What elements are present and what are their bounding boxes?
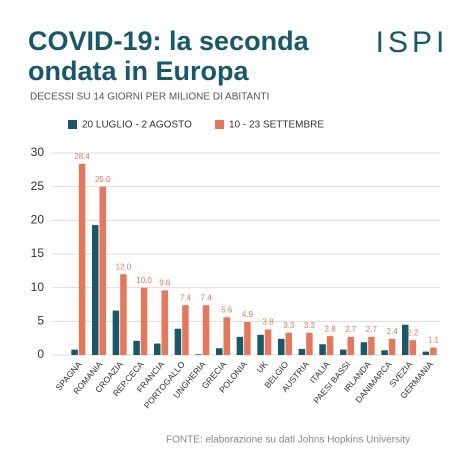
logo: ISPI <box>376 26 449 59</box>
value-label: 28.4 <box>74 152 90 161</box>
bar <box>402 324 409 355</box>
value-label: 9.6 <box>159 278 171 287</box>
bar <box>161 290 168 355</box>
legend-label: 20 LUGLIO - 2 AGOSTO <box>82 120 192 131</box>
legend-swatch <box>215 120 224 129</box>
value-label: 2.7 <box>366 325 378 334</box>
bar <box>71 349 78 355</box>
bar <box>244 322 251 355</box>
bar <box>120 274 127 355</box>
bar <box>340 349 347 355</box>
bar <box>306 332 313 355</box>
bar <box>216 348 223 355</box>
bar <box>422 351 430 355</box>
y-tick-label: 5 <box>37 314 44 328</box>
bar <box>360 342 368 355</box>
bar <box>78 163 86 355</box>
x-tick-label: UK <box>254 359 269 375</box>
bar <box>154 343 161 355</box>
y-tick-label: 10 <box>31 280 45 294</box>
bar <box>285 332 292 355</box>
bar <box>223 317 230 355</box>
bar <box>381 350 388 355</box>
bar <box>409 340 416 355</box>
bar <box>195 354 202 355</box>
y-tick-label: 25 <box>31 179 45 193</box>
value-label: 7.4 <box>180 293 192 302</box>
value-label: 10.0 <box>136 276 152 285</box>
value-label: 3.3 <box>304 321 316 330</box>
value-label: 2.8 <box>325 324 337 333</box>
bar <box>264 329 272 355</box>
bar <box>92 225 99 355</box>
bar <box>319 344 326 355</box>
value-label: 4.9 <box>242 310 254 319</box>
bar <box>112 310 120 355</box>
bar <box>257 334 264 355</box>
bar <box>278 338 285 355</box>
bar <box>326 336 334 355</box>
bar <box>174 328 182 355</box>
y-tick-label: 30 <box>31 145 45 159</box>
value-label: 2.4 <box>387 327 399 336</box>
y-tick-label: 20 <box>31 213 45 227</box>
value-label: 12.0 <box>116 262 132 271</box>
y-tick-label: 0 <box>37 347 44 361</box>
bar <box>140 287 148 355</box>
bar <box>368 336 375 355</box>
bar <box>182 305 189 355</box>
legend-swatch <box>68 120 77 129</box>
bar <box>347 336 354 355</box>
chart-title: COVID-19: la seconda ondata in Europa <box>28 26 309 86</box>
value-label: 3.3 <box>283 321 295 330</box>
value-label: 1.1 <box>428 336 440 345</box>
bar <box>388 338 396 355</box>
legend-label: 10 - 23 SETTEMBRE <box>229 120 324 131</box>
bar <box>236 336 244 355</box>
value-label: 25.0 <box>95 175 111 184</box>
bar <box>202 305 210 355</box>
value-label: 3.8 <box>263 318 275 327</box>
bar <box>99 186 106 355</box>
bar <box>133 340 140 355</box>
subtitle: DECESSI SU 14 GIORNI PER MILIONE DI ABIT… <box>30 92 269 103</box>
bar <box>430 347 437 355</box>
bar <box>298 348 306 355</box>
y-tick-label: 15 <box>31 246 45 260</box>
value-label: 5.6 <box>221 305 233 314</box>
source: FONTE: elaborazione su dati Johns Hopkin… <box>166 435 410 446</box>
value-label: 2.2 <box>407 328 419 337</box>
value-label: 7.4 <box>201 293 213 302</box>
value-label: 2.7 <box>345 325 357 334</box>
